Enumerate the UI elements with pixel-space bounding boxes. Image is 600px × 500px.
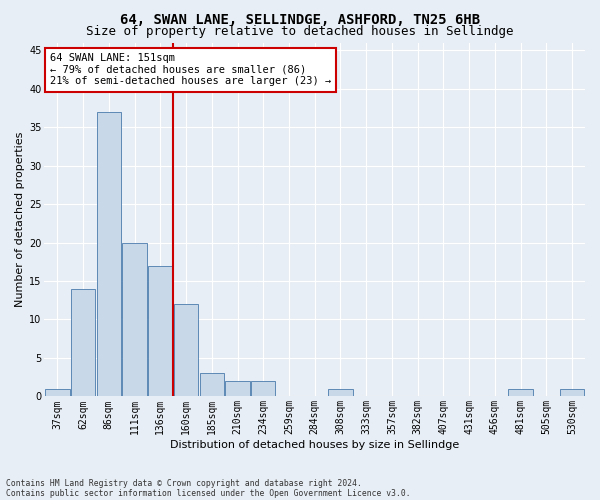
Bar (174, 304, 198, 396)
Bar (71, 288, 95, 397)
Text: 64 SWAN LANE: 151sqm
← 79% of detached houses are smaller (86)
21% of semi-detac: 64 SWAN LANE: 151sqm ← 79% of detached h… (50, 53, 331, 86)
Bar (148, 266, 173, 396)
Bar (200, 374, 224, 396)
Text: 64, SWAN LANE, SELLINDGE, ASHFORD, TN25 6HB: 64, SWAN LANE, SELLINDGE, ASHFORD, TN25 … (120, 12, 480, 26)
Bar (45, 388, 70, 396)
Bar (328, 388, 353, 396)
Bar (251, 381, 275, 396)
Bar (122, 242, 147, 396)
Bar (97, 112, 121, 397)
X-axis label: Distribution of detached houses by size in Sellindge: Distribution of detached houses by size … (170, 440, 460, 450)
Text: Contains public sector information licensed under the Open Government Licence v3: Contains public sector information licen… (6, 488, 410, 498)
Text: Contains HM Land Registry data © Crown copyright and database right 2024.: Contains HM Land Registry data © Crown c… (6, 478, 362, 488)
Text: Size of property relative to detached houses in Sellindge: Size of property relative to detached ho… (86, 25, 514, 38)
Y-axis label: Number of detached properties: Number of detached properties (15, 132, 25, 307)
Bar (225, 381, 250, 396)
Bar (508, 388, 533, 396)
Bar (560, 388, 584, 396)
